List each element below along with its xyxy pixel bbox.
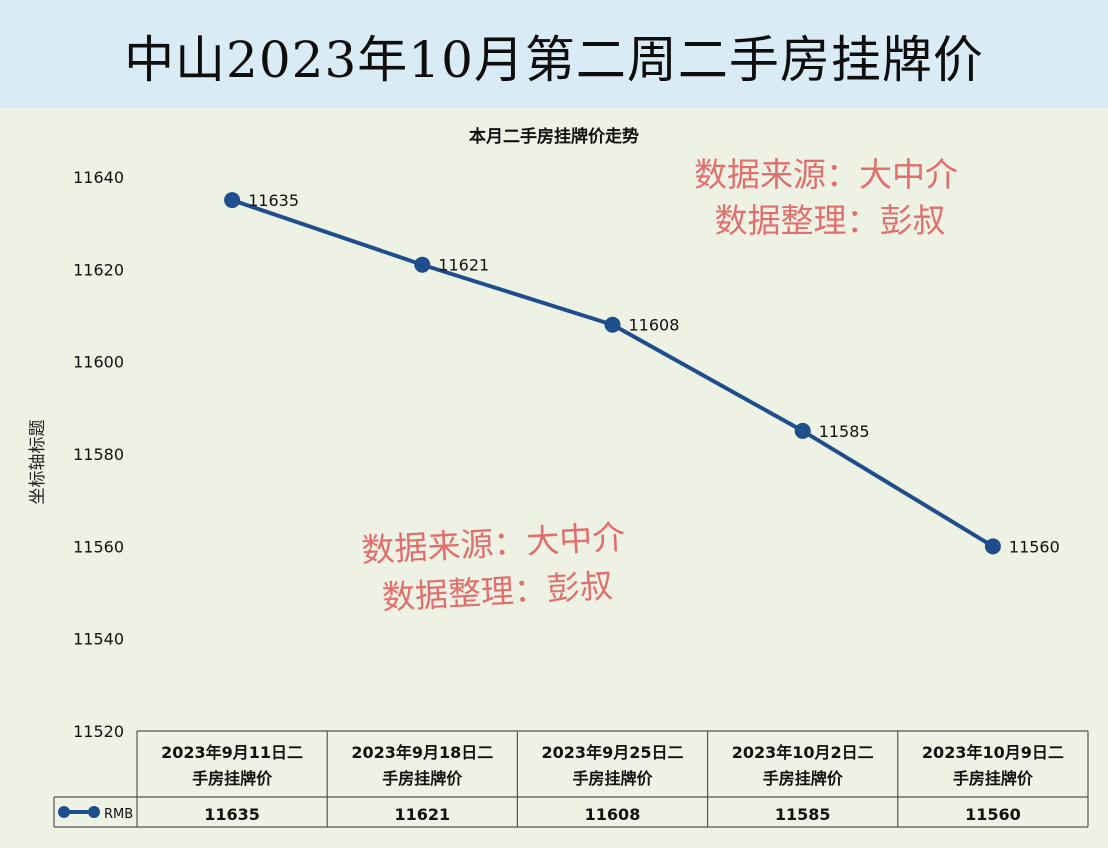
data-point	[414, 256, 431, 273]
watermark-author: 数据整理：彭叔	[381, 566, 614, 617]
series-line	[231, 198, 994, 549]
y-axis-title: 坐标轴标题	[28, 420, 48, 505]
data-label: 11560	[1009, 537, 1060, 556]
legend-series-name: RMB	[104, 807, 133, 822]
chart-title: 本月二手房挂牌价走势	[469, 126, 639, 147]
x-category-label-line1: 2023年9月18日二	[351, 743, 493, 762]
watermark-source: 数据来源：大中介	[361, 517, 627, 570]
x-category-label-line2: 手房挂牌价	[572, 769, 653, 788]
data-table-value: 11585	[775, 805, 831, 824]
data-table-value: 11635	[204, 805, 260, 824]
data-point	[224, 192, 241, 209]
y-tick-label: 11640	[73, 168, 124, 187]
y-tick-label: 11540	[73, 630, 124, 649]
x-category-label-line2: 手房挂牌价	[192, 769, 273, 788]
y-tick-label: 11600	[73, 353, 124, 372]
x-category-label-line1: 2023年9月11日二	[161, 743, 303, 762]
x-category-label-line1: 2023年10月9日二	[922, 743, 1064, 762]
data-label: 11635	[248, 191, 299, 210]
legend-key-marker	[58, 806, 70, 818]
x-category-label-line2: 手房挂牌价	[953, 769, 1034, 788]
y-tick-label: 11620	[73, 260, 124, 279]
data-point	[604, 316, 621, 333]
watermark-author: 数据整理：彭叔	[715, 201, 946, 240]
data-point	[984, 538, 1001, 555]
y-tick-label: 11520	[73, 722, 124, 741]
data-label: 11585	[819, 422, 870, 441]
data-table-value: 11621	[394, 805, 450, 824]
data-point	[794, 422, 811, 439]
x-category-label-line1: 2023年10月2日二	[732, 743, 874, 762]
x-category-label-line1: 2023年9月25日二	[542, 743, 684, 762]
data-table-value: 11560	[965, 805, 1021, 824]
x-category-label-line2: 手房挂牌价	[382, 769, 463, 788]
y-tick-label: 11580	[73, 445, 124, 464]
title-banner: 中山2023年10月第二周二手房挂牌价	[0, 0, 1108, 108]
chart-panel	[0, 108, 1108, 848]
legend-key-marker	[88, 806, 100, 818]
data-table-value: 11608	[585, 805, 641, 824]
data-label: 11621	[438, 256, 489, 275]
y-tick-label: 11560	[73, 537, 124, 556]
page-title: 中山2023年10月第二周二手房挂牌价	[124, 31, 984, 89]
x-category-label-line2: 手房挂牌价	[763, 769, 844, 788]
data-label: 11608	[629, 316, 680, 335]
watermark-source: 数据来源：大中介	[694, 155, 958, 194]
